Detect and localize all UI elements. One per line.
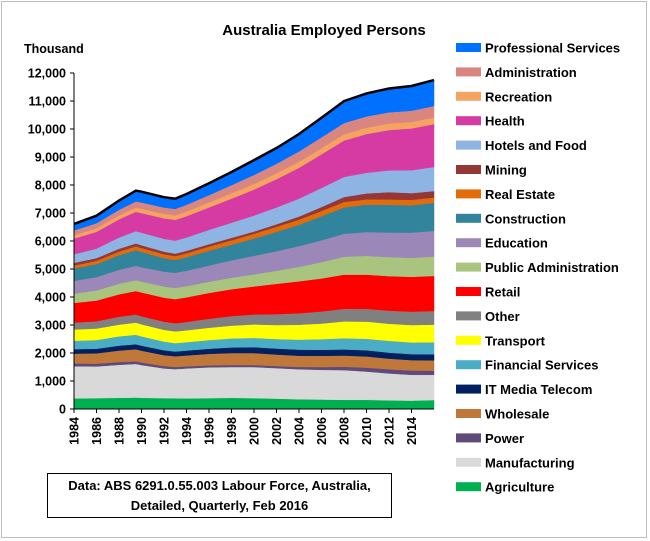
legend-swatch (456, 287, 481, 296)
legend-swatch (456, 91, 481, 101)
legend-swatch (456, 140, 481, 150)
data-source-line-2: Detailed, Quarterly, Feb 2016 (130, 498, 309, 513)
x-tick-label: 1988 (113, 417, 127, 445)
legend-label: Manufacturing (485, 455, 575, 470)
x-tick-label: 2014 (405, 417, 419, 445)
legend-label: Professional Services (485, 41, 620, 56)
data-source-note: Data: ABS 6291.0.55.003 Labour Force, Au… (47, 473, 392, 518)
x-tick-label: 1990 (135, 417, 149, 445)
x-tick-label: 1984 (68, 417, 82, 445)
legend-swatch (456, 433, 481, 443)
y-tick-label: 0 (59, 403, 66, 417)
legend-swatch (456, 43, 481, 52)
y-axis-ticks: 0 1,000 2,000 3,000 4,000 5,000 6,000 7,000 8,00… (28, 67, 74, 417)
y-tick-label: 7,000 (35, 207, 66, 221)
legend-label: Hotels and Food (485, 138, 587, 153)
x-tick-label: 2006 (315, 417, 329, 445)
legend-label: Health (485, 114, 525, 129)
legend-label: Administration (485, 65, 577, 80)
legend-label: Real Estate (485, 187, 555, 202)
legend-label: Other (485, 309, 520, 324)
legend-swatch (456, 482, 481, 492)
x-tick-label: 1996 (203, 417, 217, 445)
y-tick-label: 4,000 (35, 291, 66, 305)
y-axis-unit-label: Thousand (24, 42, 84, 56)
x-axis-ticks: 1984 1986 1988 1990 1992 1994 1996 1998 2000 2002… (68, 409, 419, 445)
legend-swatch (456, 238, 481, 248)
legend-swatch (456, 67, 481, 77)
legend-swatch (456, 384, 481, 394)
legend-swatch (456, 189, 481, 199)
x-tick-label: 2002 (270, 417, 284, 445)
x-tick-label: 1998 (225, 417, 239, 445)
legend-label: Construction (485, 211, 566, 226)
legend-label: Transport (485, 333, 546, 348)
y-tick-label: 10,000 (28, 123, 66, 137)
legend-swatch (456, 116, 481, 126)
x-tick-label: 2012 (383, 417, 397, 445)
legend-swatch (456, 457, 481, 467)
legend-swatch (456, 165, 481, 174)
legend-swatch (456, 360, 481, 370)
y-tick-label: 5,000 (35, 263, 66, 277)
y-tick-label: 8,000 (35, 179, 66, 193)
x-tick-label: 1994 (180, 417, 194, 445)
x-tick-label: 2004 (293, 417, 307, 445)
x-tick-label: 2008 (338, 417, 352, 445)
legend-label: Wholesale (485, 407, 549, 422)
x-tick-label: 2010 (360, 417, 374, 445)
legend-label: Power (485, 431, 524, 446)
x-tick-label: 2000 (248, 417, 262, 445)
legend-swatch (456, 213, 481, 223)
stacked-areas (73, 79, 435, 410)
y-tick-label: 2,000 (35, 347, 66, 361)
legend-swatch (456, 409, 481, 418)
chart-title: Australia Employed Persons (222, 22, 425, 39)
legend-swatch (456, 311, 481, 321)
legend-label: Agriculture (485, 480, 554, 495)
legend-label: Mining (485, 163, 527, 178)
legend-swatch (456, 335, 481, 345)
legend-label: Education (485, 236, 548, 251)
x-tick-label: 1986 (90, 417, 104, 445)
legend: Professional Services Administration Recre… (456, 41, 620, 495)
legend-label: Retail (485, 285, 520, 300)
x-tick-label: 1992 (158, 417, 172, 445)
total-line (73, 78, 435, 226)
y-tick-label: 6,000 (35, 235, 66, 249)
legend-label: Recreation (485, 89, 552, 104)
data-source-line-1: Data: ABS 6291.0.55.003 Labour Force, Au… (68, 478, 371, 493)
legend-label: Financial Services (485, 358, 598, 373)
legend-swatch (456, 262, 481, 272)
y-tick-label: 11,000 (28, 95, 66, 109)
y-tick-label: 12,000 (28, 67, 66, 81)
legend-label: IT Media Telecom (485, 382, 592, 397)
y-tick-label: 9,000 (35, 151, 66, 165)
y-tick-label: 3,000 (35, 319, 66, 333)
y-tick-label: 1,000 (35, 375, 66, 389)
legend-label: Public Administration (485, 260, 619, 275)
